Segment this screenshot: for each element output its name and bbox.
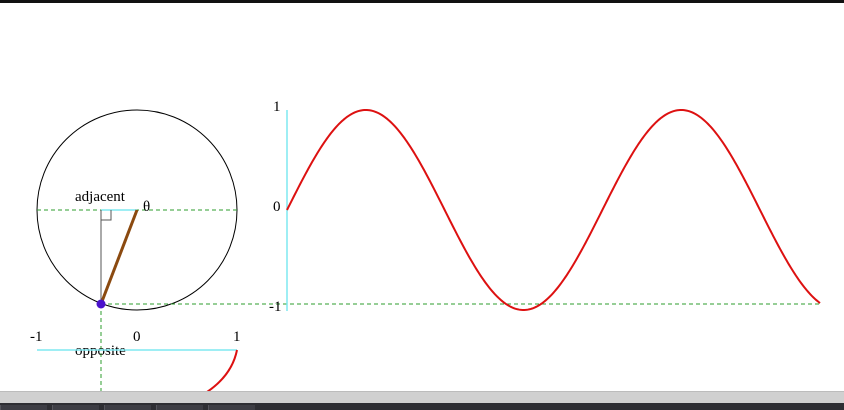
taskbar-item[interactable] xyxy=(0,405,47,410)
cosine-curve-fragment xyxy=(206,349,238,392)
opposite-label: opposite xyxy=(75,343,126,359)
theta-label: θ xyxy=(143,199,150,215)
radius-hypotenuse xyxy=(99,209,139,305)
cosine-axis-tick-minus-one: -1 xyxy=(30,329,43,345)
sine-axis-tick-minus-one: -1 xyxy=(269,299,282,315)
taskbar-item[interactable] xyxy=(52,405,99,410)
sine-axis-tick-one: 1 xyxy=(273,99,281,115)
unit-circle-sine-diagram: adjacent θ opposite -1 0 1 1 0 -1 xyxy=(30,99,821,392)
cosine-axis-tick-zero: 0 xyxy=(133,329,141,345)
taskbar-item[interactable] xyxy=(156,405,203,410)
window-top-border xyxy=(0,0,844,3)
taskbar-item[interactable] xyxy=(104,405,151,410)
sine-axis-tick-zero: 0 xyxy=(273,199,281,215)
circle-point[interactable] xyxy=(96,299,106,309)
taskbar-item[interactable] xyxy=(208,405,255,410)
taskbar xyxy=(0,403,844,410)
cosine-axis-tick-one: 1 xyxy=(233,329,241,345)
horizontal-scrollbar[interactable] xyxy=(0,391,844,404)
adjacent-label: adjacent xyxy=(75,189,126,205)
sine-curve xyxy=(286,108,821,311)
right-angle-marker xyxy=(101,210,112,221)
